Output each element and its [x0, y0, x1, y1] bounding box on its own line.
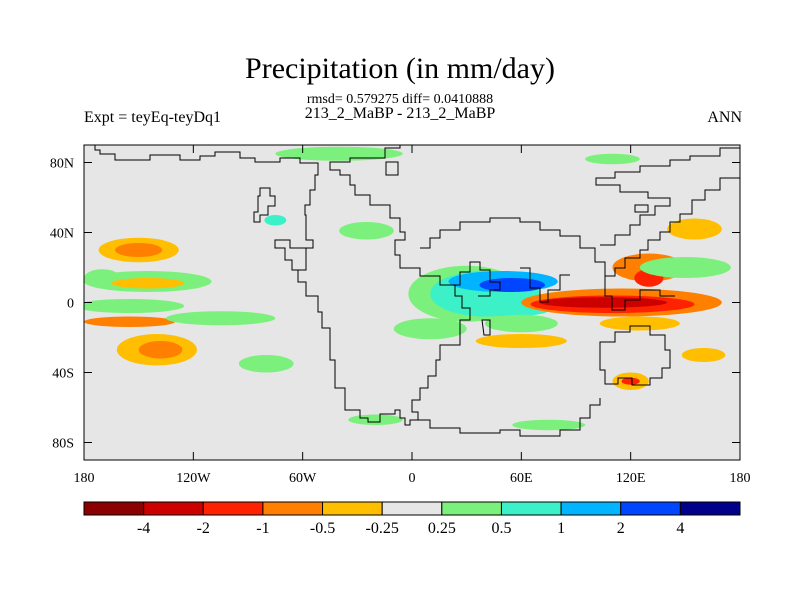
colorbar-swatch — [560, 501, 622, 516]
anomaly-region — [512, 419, 586, 431]
colorbar-label: 2 — [617, 520, 625, 537]
coastline-arabia — [455, 261, 501, 297]
anomaly-region — [681, 348, 726, 362]
anomaly-region — [539, 297, 668, 308]
anomaly-region — [84, 299, 185, 313]
colorbar-label: 1 — [557, 520, 565, 537]
anomaly-region — [238, 355, 294, 373]
chart-title: Precipitation (in mm/day) — [245, 52, 555, 85]
colorbar-label: 4 — [676, 520, 684, 537]
anomaly-region — [138, 341, 183, 359]
anomaly-region — [479, 278, 546, 292]
colorbar-label: -4 — [137, 520, 150, 537]
colorbar-swatch — [441, 501, 502, 516]
coastline-layer — [94, 145, 740, 437]
coastline-island — [385, 161, 399, 176]
colorbar-swatch — [322, 501, 383, 516]
anomaly-region — [639, 257, 731, 278]
x-tick-label: 180 — [74, 471, 95, 486]
anomaly-region — [111, 278, 185, 289]
chart-subtitle: 213_2_MaBP - 213_2_MaBP — [304, 105, 496, 122]
colorbar-label: -1 — [256, 520, 269, 537]
colorbar: -4 -2 -1 -0.5 -0.25 0.25 0.5 1 2 4 — [83, 501, 741, 537]
y-tick-label: 40S — [52, 367, 74, 382]
y-tick-label: 0 — [67, 297, 74, 312]
colorbar-label: -0.25 — [366, 520, 399, 537]
y-tick-label: 80N — [50, 157, 74, 172]
anomaly-region — [585, 153, 640, 165]
anomaly-layer — [84, 146, 731, 431]
colorbar-swatch — [83, 501, 145, 516]
coastline-india — [520, 267, 570, 303]
colorbar-swatch — [143, 501, 204, 516]
anomaly-region — [166, 311, 276, 326]
season-label: ANN — [707, 109, 742, 126]
anomaly-region — [599, 316, 680, 331]
coastline-greenland — [253, 187, 276, 223]
axis-layer: 180 120W 60W 0 60E 120E 180 80N 40N 0 40S 80S — [50, 145, 751, 486]
colorbar-label: 0.25 — [428, 520, 456, 537]
anomaly-region — [84, 316, 176, 327]
anomaly-region — [667, 218, 722, 240]
anomaly-region — [475, 334, 567, 348]
colorbar-swatch — [202, 501, 264, 516]
anomaly-region — [348, 414, 403, 425]
anomaly-region — [393, 318, 467, 340]
anomaly-region — [484, 314, 558, 333]
colorbar-label: -0.5 — [310, 520, 335, 537]
coastline-gulf — [274, 239, 306, 271]
colorbar-label: 0.5 — [491, 520, 511, 537]
stats-text: rmsd= 0.579275 diff= 0.0410888 — [306, 92, 494, 107]
coastline-eurasia — [420, 147, 740, 277]
coastline-antarctica — [418, 398, 601, 437]
x-tick-label: 0 — [409, 471, 416, 486]
y-tick-label: 80S — [52, 437, 74, 452]
anomaly-region — [339, 222, 394, 240]
colorbar-label: -2 — [197, 520, 210, 537]
coastline-australia — [599, 325, 671, 386]
anomaly-region — [275, 146, 403, 161]
colorbar-swatch — [262, 501, 324, 516]
experiment-label: Expt = teyEq-teyDq1 — [84, 109, 221, 126]
colorbar-swatch — [500, 501, 562, 516]
coastline-madagascar — [481, 319, 491, 336]
colorbar-swatch — [381, 501, 443, 516]
coastline-seasia — [604, 276, 675, 311]
y-tick-label: 40N — [50, 227, 74, 242]
x-tick-label: 120W — [176, 471, 211, 486]
anomaly-region — [264, 215, 287, 226]
x-tick-label: 120E — [616, 471, 646, 486]
coastline-americas — [94, 145, 471, 426]
coastline-arctic-island — [634, 204, 649, 213]
colorbar-swatch — [620, 501, 681, 516]
anomaly-region — [114, 243, 163, 257]
anomaly-region — [621, 377, 640, 385]
x-tick-label: 180 — [730, 471, 751, 486]
colorbar-swatch — [679, 501, 741, 516]
x-tick-label: 60E — [510, 471, 533, 486]
x-tick-label: 60W — [289, 471, 317, 486]
